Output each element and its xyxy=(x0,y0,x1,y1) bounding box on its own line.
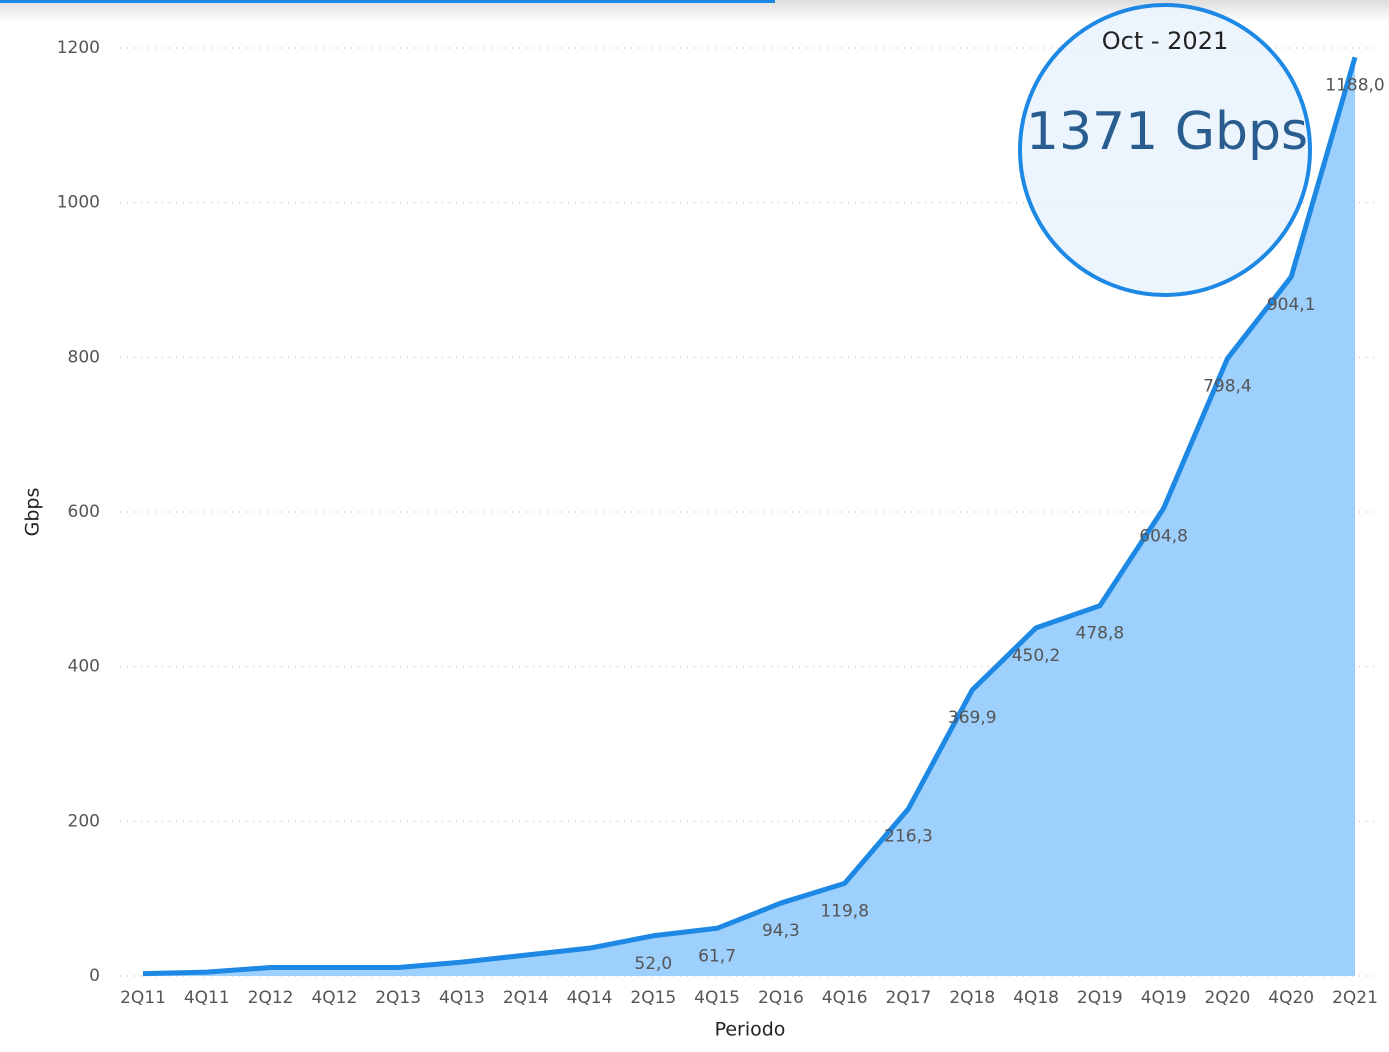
data-label: 798,4 xyxy=(1203,377,1252,397)
data-label: 216,3 xyxy=(884,827,933,847)
y-tick-label: 1200 xyxy=(57,38,100,58)
data-label: 52,0 xyxy=(634,954,672,974)
y-tick-label: 200 xyxy=(68,811,100,831)
y-tick-label: 0 xyxy=(89,966,100,986)
x-tick-label: 2Q18 xyxy=(949,988,995,1008)
data-label: 450,2 xyxy=(1012,646,1061,666)
data-label: 61,7 xyxy=(698,946,736,966)
x-tick-label: 4Q14 xyxy=(567,988,613,1008)
x-tick-label: 2Q12 xyxy=(248,988,294,1008)
x-tick-label: 4Q18 xyxy=(1013,988,1059,1008)
data-label: 94,3 xyxy=(762,921,800,941)
y-tick-label: 600 xyxy=(68,502,100,522)
x-tick-label: 2Q21 xyxy=(1332,988,1378,1008)
x-tick-label: 2Q15 xyxy=(630,988,676,1008)
x-tick-label: 2Q17 xyxy=(886,988,932,1008)
x-tick-label: 2Q13 xyxy=(375,988,421,1008)
x-tick-label: 4Q15 xyxy=(694,988,740,1008)
y-tick-label: 800 xyxy=(68,347,100,367)
data-label: 119,8 xyxy=(820,901,869,921)
y-tick-label: 1000 xyxy=(57,193,100,213)
x-tick-label: 2Q14 xyxy=(503,988,549,1008)
annotation-value: 1371 Gbps xyxy=(1026,102,1308,162)
x-tick-label: 2Q11 xyxy=(120,988,166,1008)
x-tick-label: 2Q16 xyxy=(758,988,804,1008)
data-label: 369,9 xyxy=(948,708,997,728)
x-tick-label: 4Q13 xyxy=(439,988,485,1008)
data-label: 604,8 xyxy=(1139,526,1188,546)
y-axis-label: Gbps xyxy=(22,488,44,537)
annotation-date: Oct - 2021 xyxy=(1102,27,1229,55)
annotation-circle xyxy=(1018,3,1312,297)
header-shadow xyxy=(0,0,1389,22)
data-label: 1188,0 xyxy=(1325,75,1384,95)
x-tick-label: 4Q11 xyxy=(184,988,230,1008)
x-tick-label: 2Q20 xyxy=(1204,988,1250,1008)
y-tick-label: 400 xyxy=(68,657,100,677)
header-bar xyxy=(0,0,775,3)
area-line xyxy=(142,56,1358,977)
x-tick-label: 4Q16 xyxy=(822,988,868,1008)
area-fill xyxy=(143,57,1355,976)
data-label: 904,1 xyxy=(1267,295,1316,315)
x-tick-label: 4Q20 xyxy=(1268,988,1314,1008)
x-axis-label: Periodo xyxy=(715,1019,786,1041)
x-tick-label: 4Q12 xyxy=(311,988,357,1008)
x-tick-label: 4Q19 xyxy=(1141,988,1187,1008)
data-label: 478,8 xyxy=(1076,624,1125,644)
x-tick-label: 2Q19 xyxy=(1077,988,1123,1008)
